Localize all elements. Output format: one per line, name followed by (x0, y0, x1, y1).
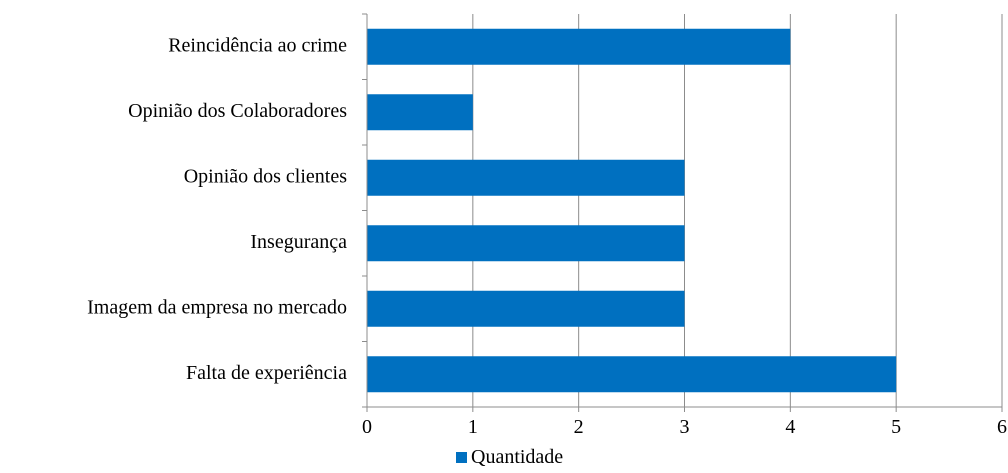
category-label-2: Opinião dos clientes (184, 165, 348, 187)
x-tick-label-0: 0 (362, 416, 372, 438)
x-tick-label-4: 4 (785, 416, 795, 438)
bars (367, 28, 897, 393)
bar-3 (367, 225, 685, 262)
x-tick-label-6: 6 (997, 416, 1007, 438)
bar-5 (367, 356, 897, 393)
category-labels: Reincidência ao crime Opinião dos Colabor… (87, 34, 347, 384)
x-tick-label-2: 2 (574, 416, 584, 438)
category-label-0: Reincidência ao crime (168, 34, 347, 56)
category-label-4: Imagem da empresa no mercado (87, 296, 347, 318)
category-label-1: Opinião dos Colaboradores (128, 100, 347, 122)
legend-swatch (456, 452, 467, 463)
gridlines (472, 14, 1003, 407)
x-tick-label-3: 3 (680, 416, 690, 438)
category-label-5: Falta de experiência (186, 362, 347, 384)
bar-2 (367, 159, 685, 196)
x-tick-label-1: 1 (468, 416, 478, 438)
category-label-3: Insegurança (250, 231, 347, 253)
x-tick-labels: 0 1 2 3 4 5 6 (362, 416, 1007, 438)
bar-0 (367, 28, 791, 65)
bar-1 (367, 94, 473, 131)
axes (362, 13, 1003, 412)
bar-4 (367, 290, 685, 327)
legend: Quantidade (456, 446, 563, 468)
legend-label: Quantidade (471, 446, 563, 468)
x-tick-label-5: 5 (891, 416, 901, 438)
